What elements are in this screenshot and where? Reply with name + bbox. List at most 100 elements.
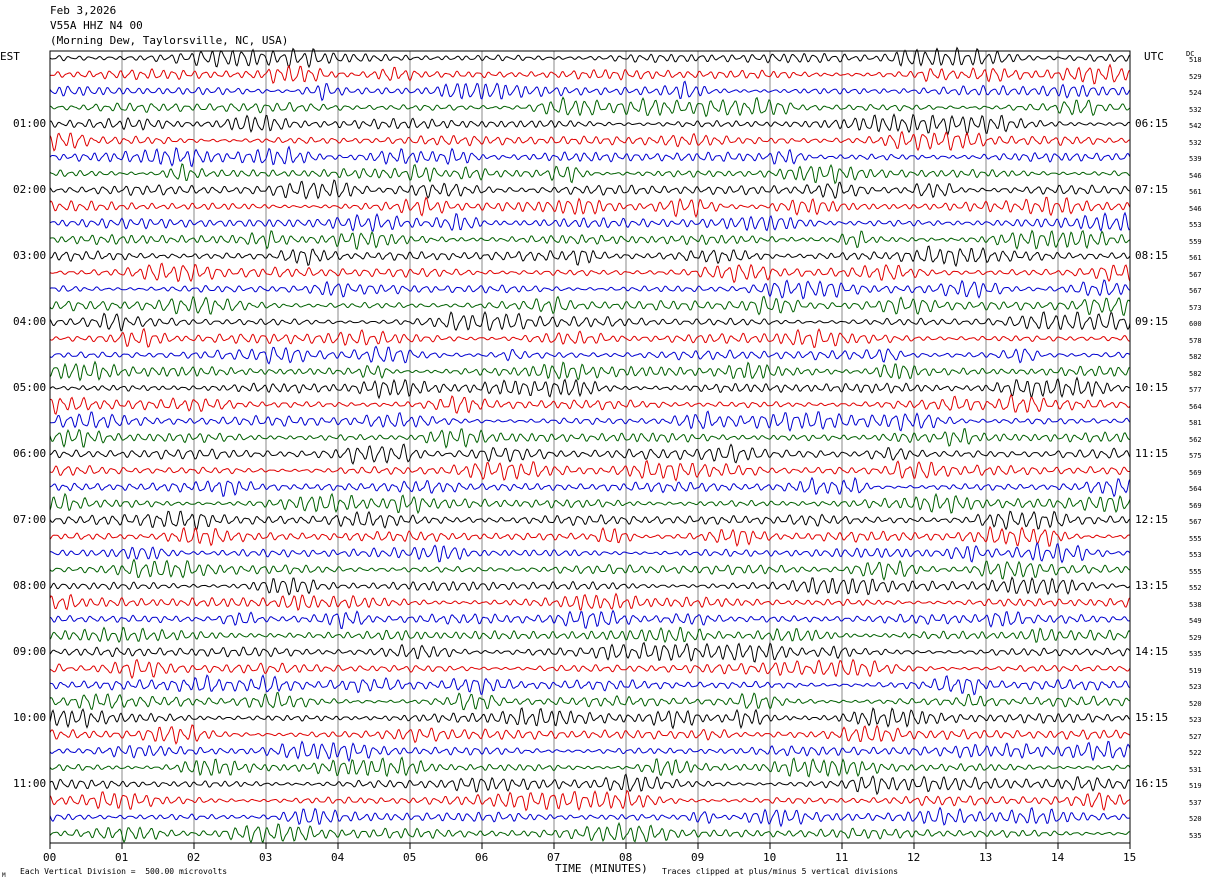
trace-line-28	[49, 492, 1131, 515]
dc-offset-value: 561	[1189, 254, 1202, 262]
left-time-label: 09:00	[13, 645, 47, 658]
trace-line-18	[49, 327, 1131, 349]
trace-line-29	[49, 510, 1131, 531]
dc-offset-value: 523	[1189, 683, 1202, 691]
trace-line-30	[49, 525, 1131, 547]
header-location: (Morning Dew, Taylorsville, NC, USA)	[50, 34, 289, 47]
dc-offset-value: 552	[1189, 584, 1202, 592]
trace-line-10	[49, 196, 1131, 219]
trace-line-31	[49, 541, 1131, 564]
x-tick-label-04: 04	[331, 851, 345, 864]
left-time-label: 10:00	[13, 711, 47, 724]
trace-line-12	[49, 229, 1131, 251]
header-station: V55A HHZ N4 00	[50, 19, 143, 32]
trace-line-26	[49, 459, 1130, 482]
trace-line-9	[49, 179, 1131, 200]
left-time-label: 05:00	[13, 381, 47, 394]
trace-line-14	[49, 262, 1131, 284]
right-time-label: 08:15	[1135, 249, 1169, 262]
x-axis-ticks	[49, 843, 1131, 849]
trace-line-36	[49, 626, 1131, 644]
left-axis-label: EST	[0, 50, 20, 63]
x-tick-label-06: 06	[475, 851, 489, 864]
dc-offset-value: 527	[1189, 732, 1202, 741]
dc-offset-value: 522	[1189, 749, 1202, 757]
dc-offset-value: 577	[1189, 386, 1202, 394]
left-time-label: 04:00	[13, 315, 47, 328]
trace-line-33	[49, 576, 1131, 596]
x-tick-label-03: 03	[259, 851, 273, 864]
dc-offset-value: 569	[1189, 501, 1202, 510]
right-time-label: 06:15	[1135, 117, 1169, 130]
dc-offset-value: 538	[1189, 600, 1202, 609]
x-tick-label-00: 00	[43, 851, 57, 864]
right-time-label: 12:15	[1135, 513, 1169, 526]
trace-line-48	[49, 821, 1130, 844]
dc-offset-value: 553	[1189, 551, 1202, 559]
trace-line-38	[49, 658, 1131, 680]
dc-offset-value: 567	[1189, 518, 1202, 526]
dc-offset-value: 562	[1189, 435, 1202, 444]
trace-line-45	[49, 773, 1131, 796]
dc-offset-value: 535	[1189, 831, 1202, 840]
dc-offset-value: 581	[1189, 419, 1202, 427]
x-tick-label-15: 15	[1123, 851, 1137, 864]
trace-line-22	[49, 393, 1131, 415]
trace-line-8	[49, 163, 1131, 185]
x-tick-label-05: 05	[403, 851, 417, 864]
x-tick-label-12: 12	[907, 851, 921, 864]
trace-line-47	[49, 806, 1131, 828]
corner-mark: M	[2, 872, 6, 879]
x-tick-label-13: 13	[979, 851, 993, 864]
dc-offset-value: 519	[1189, 666, 1202, 675]
x-tick-label-01: 01	[115, 851, 129, 864]
trace-line-16	[49, 295, 1131, 317]
left-time-label: 08:00	[13, 579, 47, 592]
dc-offset-value: 553	[1189, 221, 1202, 229]
dc-label: DC	[1186, 50, 1195, 58]
dc-offset-value: 519	[1189, 782, 1202, 790]
trace-line-42	[49, 724, 1131, 745]
trace-line-11	[49, 211, 1131, 233]
trace-line-13	[49, 245, 1131, 268]
right-time-label: 16:15	[1135, 777, 1169, 790]
plot-frame	[49, 50, 1131, 844]
dc-offset-value: 561	[1189, 188, 1202, 196]
x-tick-label-14: 14	[1051, 851, 1065, 864]
trace-line-46	[49, 789, 1131, 812]
trace-line-44	[49, 756, 1131, 778]
left-time-label: 01:00	[13, 117, 47, 130]
dc-offset-value: 567	[1189, 270, 1202, 279]
trace-line-27	[49, 476, 1131, 498]
right-time-label: 14:15	[1135, 645, 1169, 658]
dc-offset-value: 600	[1189, 320, 1202, 328]
right-time-label: 13:15	[1135, 579, 1169, 592]
trace-line-35	[49, 609, 1131, 630]
left-time-label: 07:00	[13, 513, 47, 526]
trace-line-7	[49, 145, 1131, 168]
x-tick-label-09: 09	[691, 851, 705, 864]
x-tick-label-07: 07	[547, 851, 561, 864]
dc-offset-value: 531	[1189, 765, 1202, 774]
left-time-label: 06:00	[13, 447, 47, 460]
dc-offset-value: 532	[1189, 138, 1202, 147]
dc-offset-value: 549	[1189, 617, 1202, 625]
dc-offset-value: 539	[1189, 155, 1202, 163]
trace-line-6	[49, 130, 1131, 152]
clip-note: Traces clipped at plus/minus 5 vertical …	[662, 867, 899, 876]
trace-line-32	[49, 558, 1131, 581]
trace-line-19	[49, 345, 1131, 365]
right-axis-label: UTC	[1144, 50, 1164, 63]
dc-offset-value: 520	[1189, 815, 1202, 823]
x-tick-label-10: 10	[763, 851, 777, 864]
dc-offset-value: 532	[1189, 105, 1202, 114]
right-time-label: 15:15	[1135, 711, 1169, 724]
trace-line-17	[49, 311, 1131, 332]
trace-line-20	[49, 360, 1130, 382]
dc-offset-value: 569	[1189, 468, 1202, 477]
dc-offset-value: 524	[1189, 89, 1202, 97]
trace-line-5	[49, 113, 1131, 136]
dc-offset-value: 575	[1189, 452, 1202, 460]
dc-offset-value: 582	[1189, 369, 1202, 378]
